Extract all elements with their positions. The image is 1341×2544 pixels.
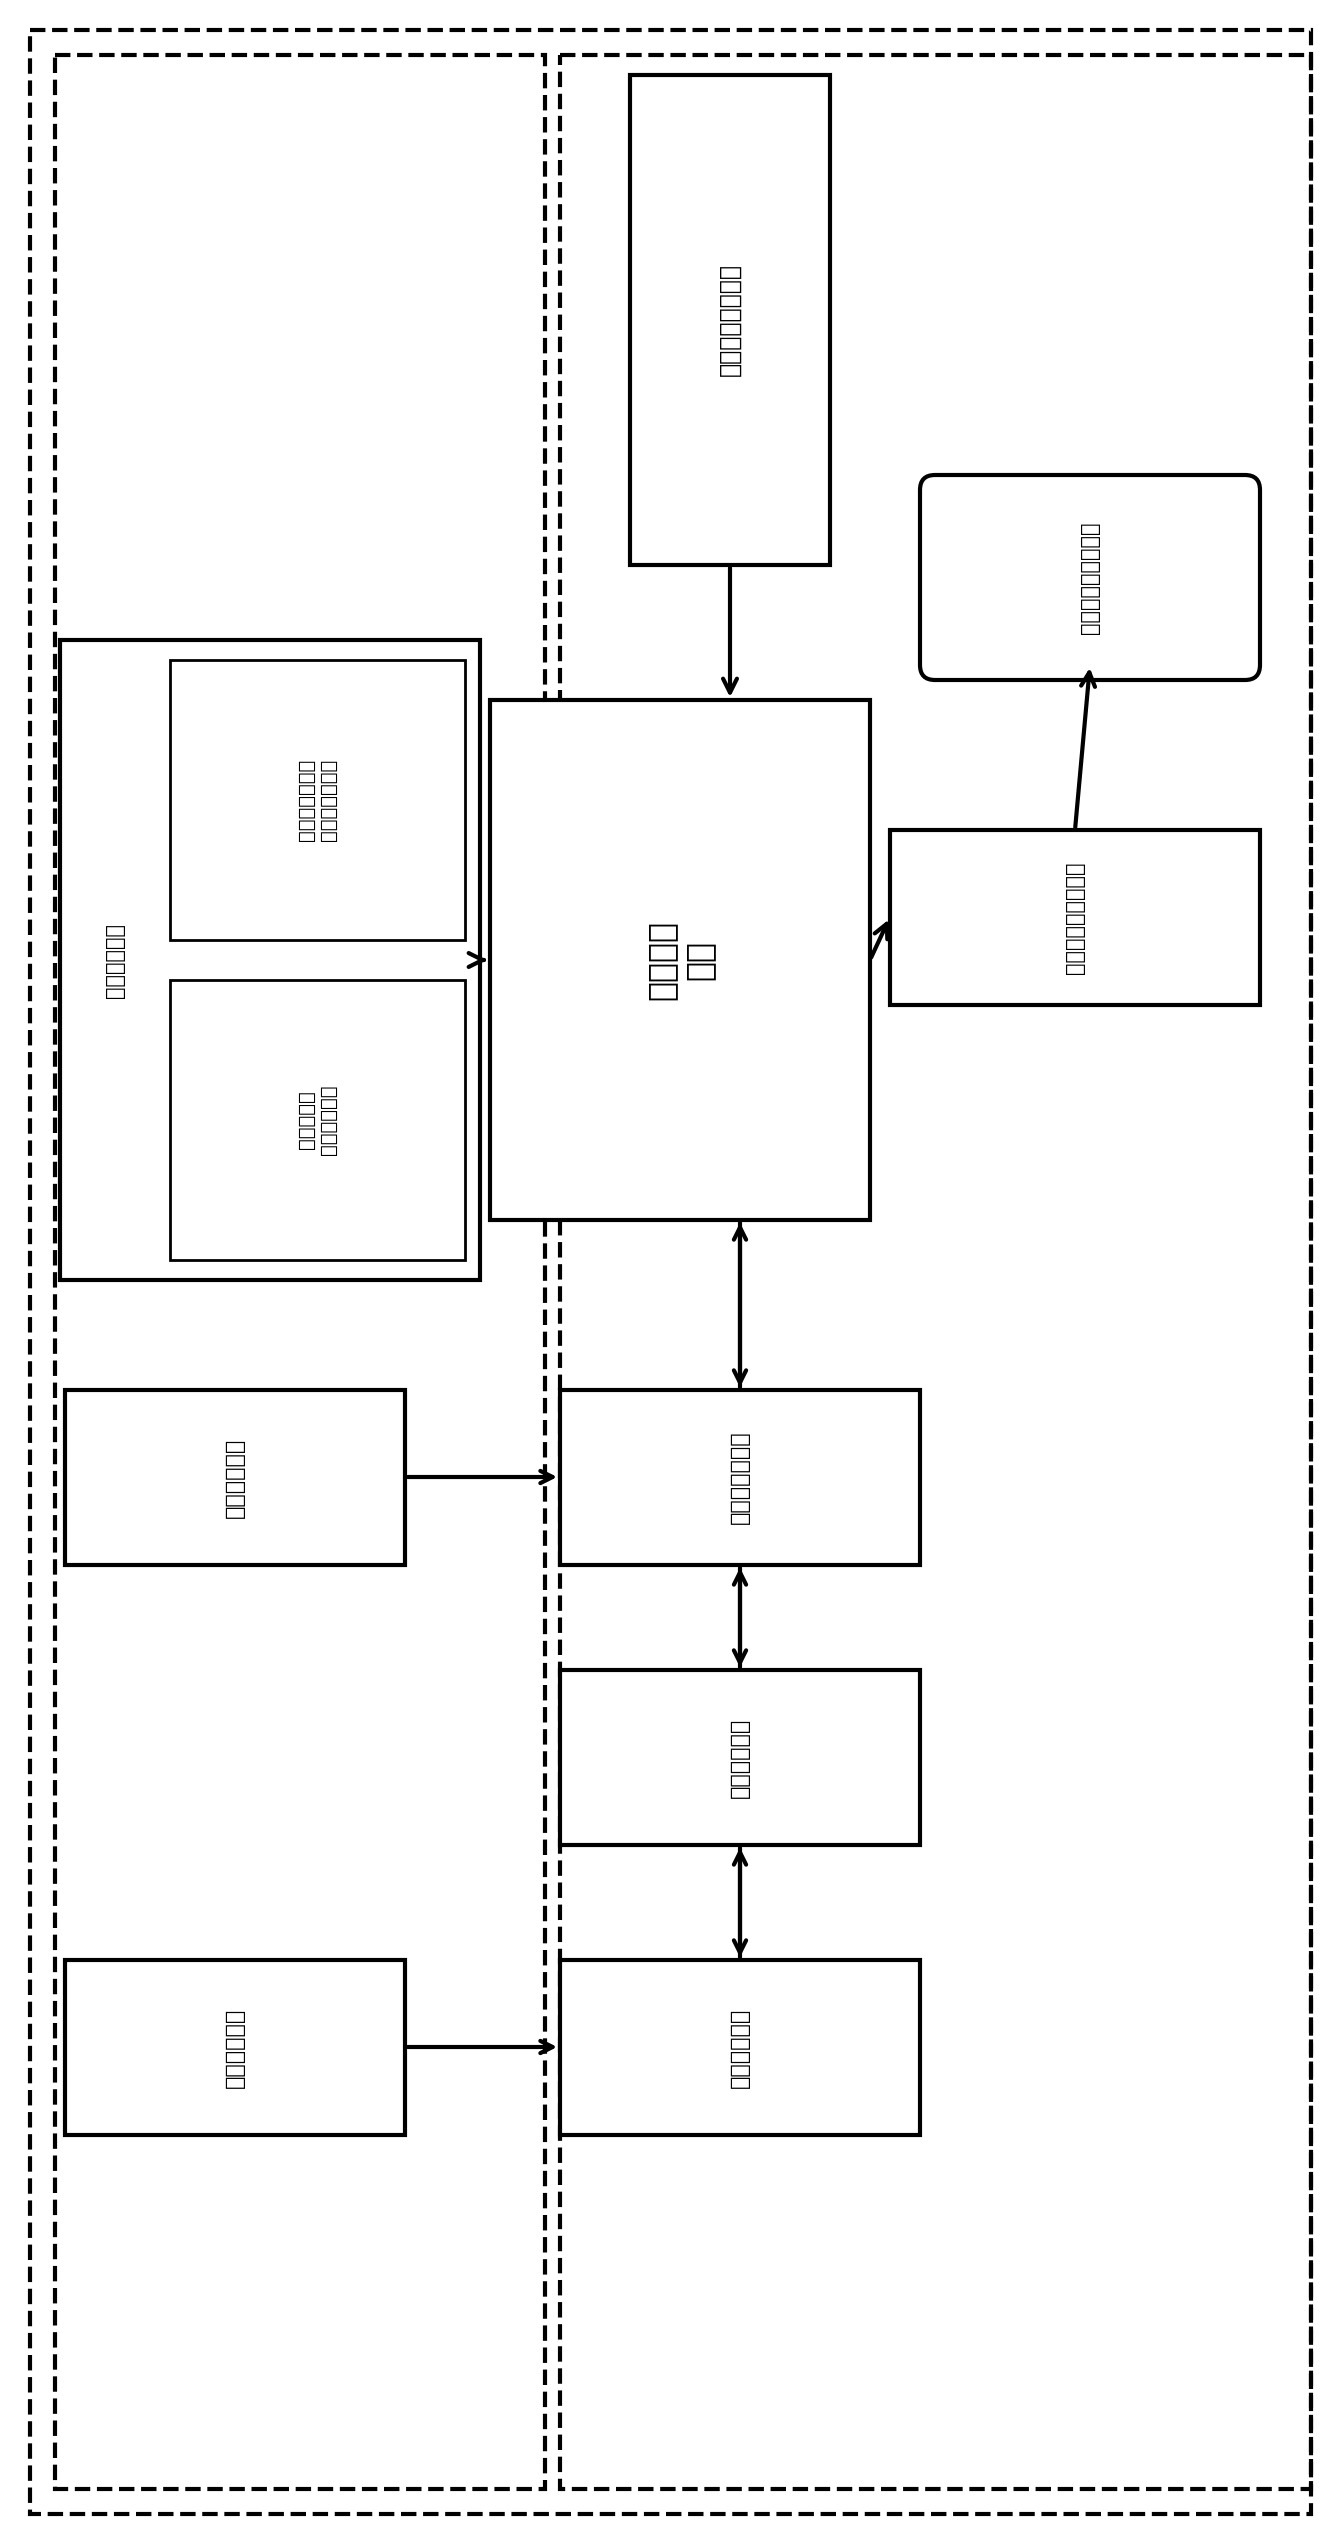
Text: 图形查询模块: 图形查询模块: [730, 2007, 750, 2089]
Text: 图形布尔运算规则: 图形布尔运算规则: [717, 265, 742, 377]
Text: 包含寄生器件的版图: 包含寄生器件的版图: [1080, 522, 1100, 633]
Bar: [55, 56, 544, 2488]
Text: 常用寄生器
件的提取规则: 常用寄生器 件的提取规则: [296, 1084, 338, 1155]
Bar: [890, 829, 1261, 1005]
Text: 用户自定义寄生
器件的提取规则: 用户自定义寄生 器件的提取规则: [296, 758, 338, 842]
Bar: [64, 1959, 405, 2134]
Bar: [64, 1389, 405, 1565]
FancyBboxPatch shape: [920, 476, 1261, 679]
Text: 提取处理
模块: 提取处理 模块: [645, 921, 716, 1000]
Text: 提取规则模块: 提取规则模块: [105, 923, 125, 997]
Bar: [489, 700, 870, 1221]
Bar: [170, 659, 465, 939]
Bar: [561, 1669, 920, 1844]
Text: 图层定义模块: 图层定义模块: [225, 1437, 245, 1519]
Text: 图形存储模块: 图形存储模块: [730, 1717, 750, 1799]
Bar: [561, 56, 1311, 2488]
Bar: [170, 979, 465, 1259]
Text: 修改输出版图图模块: 修改输出版图图模块: [1065, 862, 1085, 974]
Text: 图形预处理模块: 图形预处理模块: [730, 1430, 750, 1524]
Bar: [630, 74, 830, 565]
Bar: [561, 1389, 920, 1565]
Text: 数据读取模块: 数据读取模块: [225, 2007, 245, 2089]
Bar: [60, 641, 480, 1280]
Bar: [561, 1959, 920, 2134]
